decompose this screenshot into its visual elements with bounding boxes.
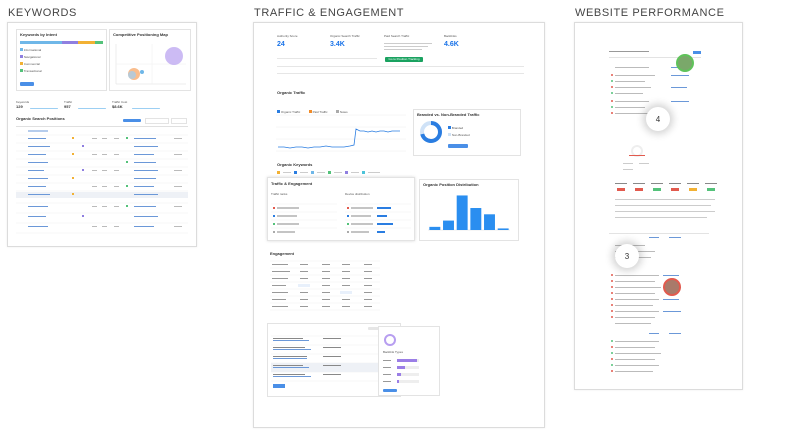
position-bar-2-3 [443,220,454,230]
competitive-map-card: Competitive Positioning Map [109,29,191,91]
intent-list: Informational Navigational Commercial Tr… [20,48,42,73]
backlink-donut [384,334,396,346]
branded-donut [420,121,442,143]
keywords-legend [277,171,380,174]
backlink-type-bars [383,359,419,383]
position-tracking-button[interactable]: Go to Position Tracking [385,57,423,62]
engagement-title: Engagement [270,251,295,256]
kpi-organic-traffic: Organic Search Traffic 3.4K [330,34,360,49]
intent-informational: Informational [23,48,42,52]
performance-column-title: WEBSITE PERFORMANCE [575,7,725,19]
position-bar-1 [429,226,441,230]
traffic-column-title: TRAFFIC & ENGAGEMENT [254,7,405,19]
position-distribution-chart [428,195,510,231]
stat-traffic-cost: Traffic Cost $8.6K [112,100,128,109]
performance-marker-4: 4 [646,107,670,131]
kpi-authority-score: Authority Score 24 [277,34,298,49]
performance-panel: 4 3 [574,22,743,390]
reviewer-avatar-2 [663,278,681,296]
intent-bar [20,41,103,44]
competitive-map-chart [115,44,186,85]
reviewer-avatar-1 [676,54,694,72]
branded-title: Branded vs. Non-Branded Traffic [417,112,480,117]
table-manage-button[interactable] [145,118,169,124]
intent-card-title: Keywords by Intent [20,32,57,37]
position-distribution-title: Organic Position Distribution [423,182,479,187]
intent-transactional: Transactional [23,69,42,73]
branded-legend: Branded Non-Branded [448,126,470,137]
engagement-table [270,260,380,311]
stat-keywords: Keywords 129 [16,100,30,109]
position-distribution-card: Organic Position Distribution [419,179,519,241]
intent-commercial: Commercial [23,62,40,66]
traffic-legend: Organic Traffic Paid Traffic Notes [277,100,348,118]
organic-traffic-line-chart [276,114,406,152]
keywords-by-intent-card: Keywords by Intent Informational Navigat… [16,29,107,91]
position-bar-51-100 [497,228,509,230]
backlink-types-card: Backlink Types [378,326,440,396]
traffic-panel: Authority Score 24 Organic Search Traffi… [253,22,545,428]
positions-table [16,129,188,244]
intent-view-button[interactable] [20,82,34,86]
position-bar-4-10 [456,195,468,230]
performance-marker-3: 3 [615,244,639,268]
keywords-panel: Keywords by Intent Informational Navigat… [7,22,197,247]
stat-traffic: Traffic 957 [64,100,73,109]
keywords-column-title: KEYWORDS [8,7,77,19]
kpi-paid-traffic: Paid Search Traffic [384,35,432,50]
position-bar-11-20 [470,208,482,230]
organic-traffic-title: Organic Traffic [277,90,306,95]
positions-table-rows [16,130,188,234]
backlink-types-title: Backlink Types [383,350,403,354]
device-distribution-label: Device distribution [345,192,370,196]
competitive-map-title: Competitive Positioning Map [113,32,168,37]
backlink-types-view-button[interactable] [383,389,397,392]
table-filter-button[interactable] [171,118,187,124]
performance-report-page [609,51,717,372]
kpi-backlinks: Backlinks 4.6K [444,34,459,49]
traffic-engagement-title: Traffic & Engagement [271,181,313,186]
intent-navigational: Navigational [23,55,41,59]
table-export-button[interactable] [123,119,141,122]
traffic-engagement-card: Traffic & Engagement Traffic ranks Devic… [267,177,415,241]
backlinks-export-button[interactable] [368,327,382,330]
positions-table-title: Organic Search Positions [16,116,65,121]
organic-keywords-title: Organic Keywords [277,162,313,167]
branded-view-button[interactable] [448,144,468,148]
traffic-ranks-rows [271,203,411,233]
traffic-ranks-label: Traffic ranks [271,192,288,196]
backlinks-list [271,335,397,388]
position-bar-21-50 [484,214,495,230]
branded-traffic-card: Branded vs. Non-Branded Traffic Branded … [413,109,521,156]
